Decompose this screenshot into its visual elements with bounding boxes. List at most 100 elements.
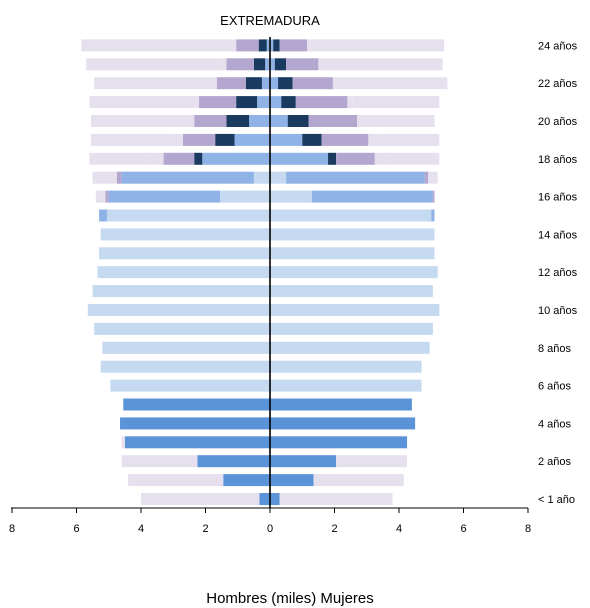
men-bar-17-seg-1 [121, 171, 254, 184]
women-bar-24-seg-3 [307, 39, 311, 52]
women-bar-20-seg-1 [287, 115, 309, 127]
men-bar-24-seg-1 [258, 39, 267, 52]
men-bar-2-seg-1 [121, 455, 198, 468]
men-bar-18-seg-1 [194, 152, 203, 165]
men-bar-19-seg-4 [91, 133, 172, 146]
women-bar-0-seg-0 [270, 493, 280, 505]
women-bar-22-seg-4 [336, 77, 448, 90]
women-bar-20-seg-2 [308, 115, 358, 127]
women-bar-20-seg-0 [270, 115, 288, 127]
women-bar-1-seg-1 [313, 474, 404, 487]
men-bar-15-seg-0 [107, 209, 270, 222]
men-bar-18-seg-3 [147, 152, 164, 165]
men-bar-3-seg-0 [124, 436, 270, 449]
men-bar-17-seg-3 [92, 171, 117, 184]
women-bar-22-seg-0 [270, 77, 279, 90]
men-bar-4-seg-0 [120, 417, 270, 430]
men-bar-17-seg-0 [253, 171, 270, 184]
women-bar-17-seg-1 [286, 171, 425, 184]
women-bar-6-seg-0 [270, 379, 422, 392]
men-bar-6-seg-0 [110, 379, 270, 392]
men-bar-24-seg-4 [81, 39, 233, 52]
men-bar-16-seg-2 [105, 190, 109, 203]
men-bar-18-seg-4 [89, 152, 148, 165]
women-bar-22-seg-3 [332, 77, 337, 90]
women-bar-4-seg-0 [270, 417, 416, 430]
women-bar-20-seg-4 [361, 115, 435, 127]
women-bar-22-seg-2 [292, 77, 333, 90]
women-bar-24-seg-1 [273, 39, 280, 52]
men-bar-16-seg-0 [220, 190, 270, 203]
men-bar-23-seg-0 [265, 58, 270, 71]
women-bar-2-seg-1 [336, 455, 408, 468]
women-bar-22-seg-1 [278, 77, 293, 90]
women-bar-19-seg-2 [321, 133, 369, 146]
men-bar-23-seg-3 [223, 58, 227, 71]
x-ticks-group: 8 6 4 2 0 2 4 6 8 [9, 508, 531, 535]
age-label-18: 18 años [538, 154, 578, 166]
women-bar-19-seg-1 [302, 133, 322, 146]
women-bar-18-seg-1 [328, 152, 337, 165]
men-bar-0-seg-0 [259, 493, 270, 505]
men-bar-11-seg-0 [92, 285, 270, 298]
age-label-8: 8 años [538, 343, 572, 355]
men-bar-20-seg-4 [91, 115, 190, 127]
x-tick-label-0: 8 [9, 523, 15, 535]
x-tick-label-6: 4 [396, 523, 402, 535]
x-tick-label-1: 6 [73, 523, 79, 535]
men-bar-1-seg-1 [128, 474, 224, 487]
men-bar-23-seg-4 [86, 58, 224, 71]
women-bar-24-seg-2 [279, 39, 308, 52]
men-bar-2-seg-0 [197, 455, 270, 468]
men-bar-22-seg-2 [216, 77, 246, 90]
women-bar-23-seg-2 [286, 58, 319, 71]
men-bar-5-seg-0 [123, 398, 270, 411]
men-bar-20-seg-0 [249, 115, 270, 127]
age-label-10: 10 años [538, 305, 578, 317]
women-bar-21-seg-0 [270, 96, 282, 109]
women-bar-13-seg-0 [270, 247, 435, 260]
men-bar-17-seg-2 [116, 171, 122, 184]
men-bar-22-seg-1 [245, 77, 262, 90]
age-label-12: 12 años [538, 267, 578, 279]
chart-title: EXTREMADURA [220, 13, 320, 28]
women-bar-17-seg-2 [424, 171, 429, 184]
women-bar-0-seg-1 [279, 493, 393, 505]
age-label-0: < 1 año [538, 494, 575, 506]
men-bar-22-seg-4 [94, 77, 214, 90]
men-bar-15-seg-1 [99, 209, 108, 222]
women-bar-5-seg-0 [270, 398, 412, 411]
men-bar-21-seg-4 [89, 96, 196, 109]
men-bar-12-seg-0 [97, 266, 271, 279]
age-labels-group: < 1 año 2 años 4 años 6 años 8 años 10 años 12… [538, 40, 578, 506]
women-bar-16-seg-2 [432, 190, 435, 203]
x-tick-label-2: 4 [138, 523, 144, 535]
men-bar-21-seg-0 [257, 96, 270, 109]
women-bar-19-seg-4 [376, 133, 440, 146]
women-bar-9-seg-0 [270, 322, 433, 335]
age-label-4: 4 años [538, 418, 572, 430]
men-bar-24-seg-0 [266, 39, 270, 52]
men-bar-20-seg-1 [226, 115, 250, 127]
men-bar-21-seg-2 [199, 96, 237, 109]
x-tick-label-7: 6 [460, 523, 466, 535]
men-bar-22-seg-3 [213, 77, 217, 90]
men-bar-23-seg-1 [253, 58, 266, 71]
women-bar-17-seg-3 [428, 171, 438, 184]
men-bar-22-seg-0 [261, 77, 270, 90]
bars-group [81, 39, 448, 505]
women-bar-14-seg-0 [270, 228, 435, 241]
men-bar-19-seg-0 [234, 133, 270, 146]
men-bar-18-seg-2 [163, 152, 195, 165]
men-bar-0-seg-1 [141, 493, 260, 505]
women-bar-24-seg-0 [270, 39, 274, 52]
women-bar-8-seg-0 [270, 341, 430, 354]
x-tick-label-4: 0 [267, 523, 273, 535]
women-bar-10-seg-0 [270, 304, 440, 316]
age-label-6: 6 años [538, 381, 572, 393]
x-tick-label-3: 2 [202, 523, 208, 535]
women-bar-21-seg-3 [347, 96, 353, 109]
men-bar-21-seg-3 [195, 96, 200, 109]
women-bar-15-seg-1 [431, 209, 435, 222]
